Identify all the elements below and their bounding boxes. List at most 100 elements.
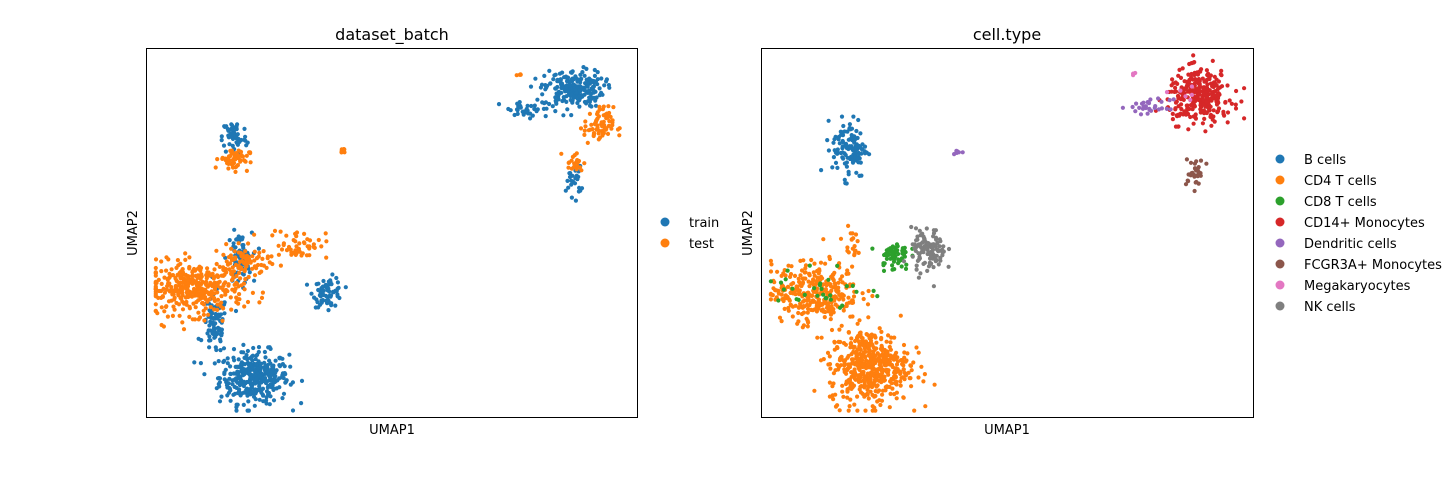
data-point [230,151,235,156]
data-point [831,140,836,145]
data-point [815,306,821,311]
data-point [897,369,902,374]
data-point [236,241,241,246]
data-point [223,149,228,154]
data-point [769,262,774,267]
data-point [282,364,287,369]
data-point [848,397,853,402]
data-point [574,95,579,100]
data-point [809,307,814,312]
data-point [230,265,235,270]
data-point [185,291,190,296]
data-point [553,95,558,100]
data-point [204,273,209,278]
data-point [543,83,548,88]
data-point [302,241,307,246]
data-point [894,362,900,367]
data-point [575,164,580,169]
data-point [818,260,824,265]
chart-title: cell.type [973,25,1041,44]
data-point [244,253,249,258]
data-point [595,70,600,75]
data-point [916,275,922,280]
data-point [878,402,883,408]
data-point [261,249,266,254]
data-point [1204,110,1209,116]
data-point [324,255,329,260]
data-point [768,269,774,274]
data-point [1188,160,1194,165]
data-point [246,241,251,246]
data-point [817,283,823,288]
data-point [840,389,845,394]
data-point [192,360,197,365]
data-point [826,277,831,282]
data-point [887,252,892,257]
data-point [866,315,871,320]
data-point [190,270,195,275]
data-point [839,114,845,119]
data-point [845,395,850,400]
data-point [867,353,872,358]
data-point [862,385,867,390]
data-point [276,243,281,248]
data-point [1191,121,1196,126]
data-point [336,285,341,290]
data-point [245,140,250,145]
data-point [819,286,824,291]
data-point [212,361,217,366]
data-point [825,350,831,355]
data-point [230,382,235,387]
data-point [569,158,574,163]
data-point [845,129,850,134]
data-point [247,150,252,155]
data-point [562,75,567,80]
data-point [894,396,899,401]
data-point [851,294,857,299]
data-point [294,230,300,235]
data-point [896,261,901,266]
data-point [159,281,164,286]
data-point [180,290,185,295]
data-point [1186,179,1191,184]
data-point [841,358,846,363]
data-point [880,375,885,380]
data-point [605,115,610,120]
data-point [1215,109,1221,114]
data-point [224,242,229,247]
data-point [922,237,927,242]
data-point [271,398,277,403]
data-point [273,358,278,363]
data-point [854,362,860,367]
data-point [223,290,228,295]
data-point [884,339,889,344]
data-point [1225,83,1230,88]
data-point [1169,83,1174,88]
data-point [888,391,893,396]
data-point [852,244,857,249]
data-point [234,273,239,279]
data-point [800,276,805,281]
data-point [587,103,593,108]
data-point [869,360,875,365]
data-point [891,259,897,264]
data-point [832,270,837,275]
data-point [550,104,555,109]
data-point [579,76,584,81]
data-point [215,331,220,337]
data-point [892,256,897,261]
data-point [1208,73,1213,78]
data-point [611,105,616,110]
data-point [918,233,923,238]
data-point [205,284,210,289]
data-point [844,284,849,289]
data-point [855,408,860,413]
data-point [532,106,537,112]
data-point [204,276,209,281]
data-point [865,391,870,396]
data-point [564,84,569,90]
scatter-points [153,65,622,413]
data-point [528,84,534,89]
data-point [183,257,188,262]
data-point [277,355,282,360]
